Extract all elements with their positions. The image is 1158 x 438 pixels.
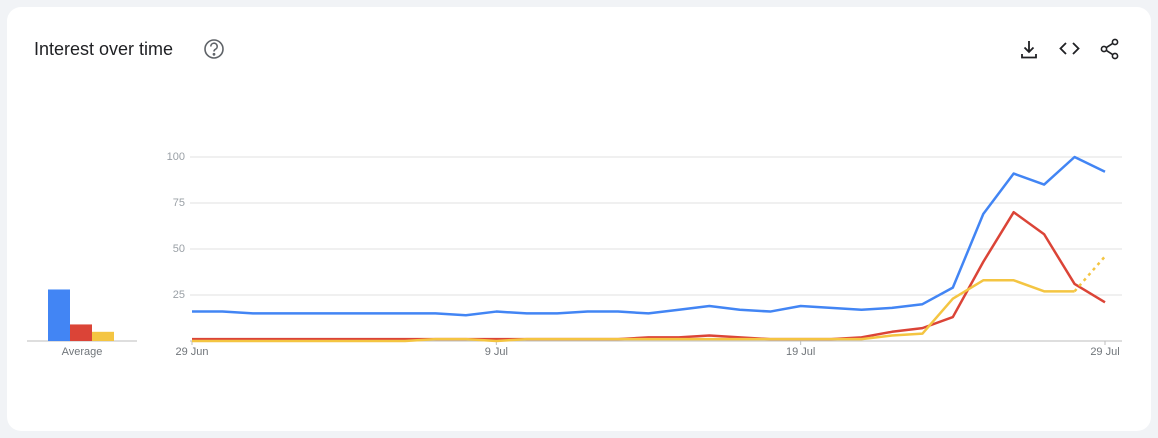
y-tick-label: 100 bbox=[167, 151, 185, 163]
share-icon[interactable] bbox=[1100, 38, 1119, 60]
help-icon[interactable] bbox=[204, 39, 224, 59]
embed-icon[interactable] bbox=[1059, 42, 1080, 55]
x-tick-label: 19 Jul bbox=[786, 346, 815, 358]
series-line bbox=[192, 155, 1106, 317]
y-tick-label: 75 bbox=[173, 197, 185, 209]
y-tick-label: 25 bbox=[173, 289, 185, 301]
average-bar bbox=[70, 324, 92, 341]
x-tick-label: 29 Jun bbox=[175, 346, 208, 358]
average-bar bbox=[48, 289, 70, 341]
average-label: Average bbox=[62, 346, 103, 358]
x-tick-label: 29 Jul bbox=[1090, 346, 1119, 358]
card bbox=[7, 7, 1151, 431]
chart-title: Interest over time bbox=[34, 39, 173, 59]
series-line bbox=[192, 210, 1106, 341]
series-line bbox=[192, 279, 1075, 343]
y-tick-label: 50 bbox=[173, 243, 185, 255]
x-tick-label: 9 Jul bbox=[485, 346, 508, 358]
average-bar bbox=[92, 331, 114, 341]
partial-line bbox=[1073, 255, 1106, 293]
download-icon[interactable] bbox=[1021, 41, 1037, 59]
